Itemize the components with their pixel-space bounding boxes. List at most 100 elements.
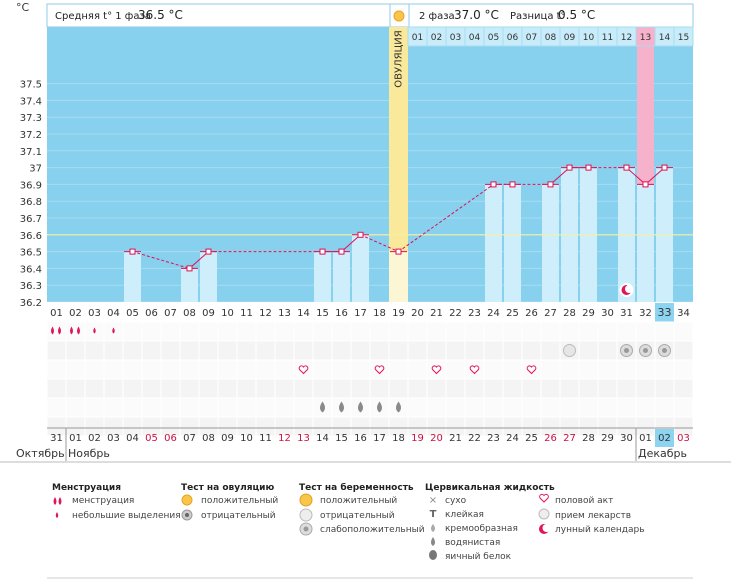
marker-cell (616, 359, 637, 380)
y-tick-label: 37 (29, 164, 42, 175)
cycle-day-label: 30 (601, 308, 614, 319)
calendar-date-label: 30 (620, 433, 633, 444)
marker-cell (388, 378, 409, 399)
temp-segment (360, 234, 399, 253)
marker-cell (236, 378, 257, 399)
marker-cell (502, 397, 523, 418)
watery-icon (431, 537, 435, 546)
marker-cell (426, 378, 447, 399)
marker-cell (274, 321, 295, 342)
spotting-icon (55, 512, 59, 518)
marker-cell (84, 340, 105, 361)
marker-cell (46, 321, 67, 342)
marker-cell (578, 378, 599, 399)
legend-title: Цервикальная жидкость (425, 483, 555, 493)
calendar-date-label: 03 (677, 433, 690, 444)
pregnancy-positive-icon (299, 493, 313, 507)
watery-drop-icon (358, 401, 363, 413)
calendar-date-label: 05 (145, 433, 158, 444)
marker-cell (654, 321, 675, 342)
marker-cell (331, 340, 352, 361)
calendar-date-row: 31 01 02 03 04 05 06 07 08 09 10 11 12 13 14 15 16 17 18 19… (0, 427, 731, 463)
marker-cell (616, 378, 637, 399)
marker-cell (407, 321, 428, 342)
marker-cell (236, 321, 257, 342)
ovulation-column (389, 27, 408, 252)
marker-cell (445, 340, 466, 361)
heart-icon (374, 365, 385, 375)
temp-point (585, 164, 592, 171)
marker-cell (597, 340, 618, 361)
legend-item: положительный (201, 496, 278, 506)
marker-cell (559, 397, 580, 418)
pregnancy-negative-icon (563, 344, 576, 357)
legend: Менструация менструация небольшие выделени… (47, 482, 693, 579)
y-tick-label: 37.5 (20, 80, 42, 91)
marker-cell (141, 378, 162, 399)
day-row-bg (47, 302, 693, 322)
legend-item: кремообразная (445, 524, 518, 534)
temp-point (661, 164, 668, 171)
legend-item: менструация (72, 496, 134, 506)
heart-icon (431, 365, 442, 375)
marker-cell (179, 321, 200, 342)
legend-title: Тест на беременность (299, 482, 414, 493)
month-label: Октябрь (16, 447, 65, 460)
calendar-date-label: 31 (50, 433, 63, 444)
temp-point (395, 248, 402, 255)
marker-cell (616, 321, 637, 342)
post-day-label: 09 (564, 33, 576, 43)
sun-icon (393, 10, 405, 22)
marker-cell (236, 340, 257, 361)
marker-cell (578, 321, 599, 342)
cycle-day-label: 27 (544, 308, 557, 319)
phase1-label: Средняя t° 1 фаза (55, 11, 151, 22)
marker-cell (559, 359, 580, 380)
temp-point (642, 181, 649, 188)
temp-point (338, 248, 345, 255)
post-day-label: 11 (602, 33, 613, 43)
marker-cell (350, 340, 371, 361)
marker-cell (255, 397, 276, 418)
marker-cell (217, 321, 238, 342)
marker-cell (350, 359, 371, 380)
marker-cell (179, 359, 200, 380)
cycle-day-label: 25 (506, 308, 519, 319)
month-label: Ноябрь (68, 447, 110, 460)
y-tick-label: 36.5 (20, 248, 42, 259)
marker-cell (198, 340, 219, 361)
cycle-day-label: 08 (183, 308, 196, 319)
calendar-date-label: 20 (430, 433, 443, 444)
marker-cell (46, 340, 67, 361)
phase2-label: 2 фаза (419, 11, 455, 22)
legend-item: водянистая (445, 538, 500, 548)
legend-item: прием лекарств (555, 511, 631, 521)
calendar-date-label: 28 (582, 433, 595, 444)
ovulation-positive-icon (181, 494, 193, 506)
marker-cell (483, 397, 504, 418)
marker-cell (464, 321, 485, 342)
calendar-date-label: 21 (449, 433, 462, 444)
marker-cell (46, 359, 67, 380)
marker-cell (597, 378, 618, 399)
cycle-day-label: 20 (411, 308, 424, 319)
egg-white-icon (429, 550, 437, 560)
marker-cell (274, 397, 295, 418)
cycle-day-label: 14 (297, 308, 310, 319)
marker-cell (464, 359, 485, 380)
y-tick-label: 36.2 (20, 298, 42, 309)
y-unit-label: °C (16, 1, 30, 14)
cycle-day-label: 26 (525, 308, 538, 319)
marker-cell (255, 340, 276, 361)
menstruation-icon (58, 497, 62, 505)
marker-cell (635, 321, 656, 342)
legend-item: отрицательный (320, 511, 395, 521)
heart-icon (298, 365, 309, 375)
creamy-icon (431, 524, 435, 532)
temp-point (547, 181, 554, 188)
marker-cell (179, 397, 200, 418)
post-day-label: 03 (450, 33, 461, 43)
cycle-day-label: 09 (202, 308, 215, 319)
menstruation-icon (58, 326, 61, 335)
marker-rows (46, 321, 694, 437)
